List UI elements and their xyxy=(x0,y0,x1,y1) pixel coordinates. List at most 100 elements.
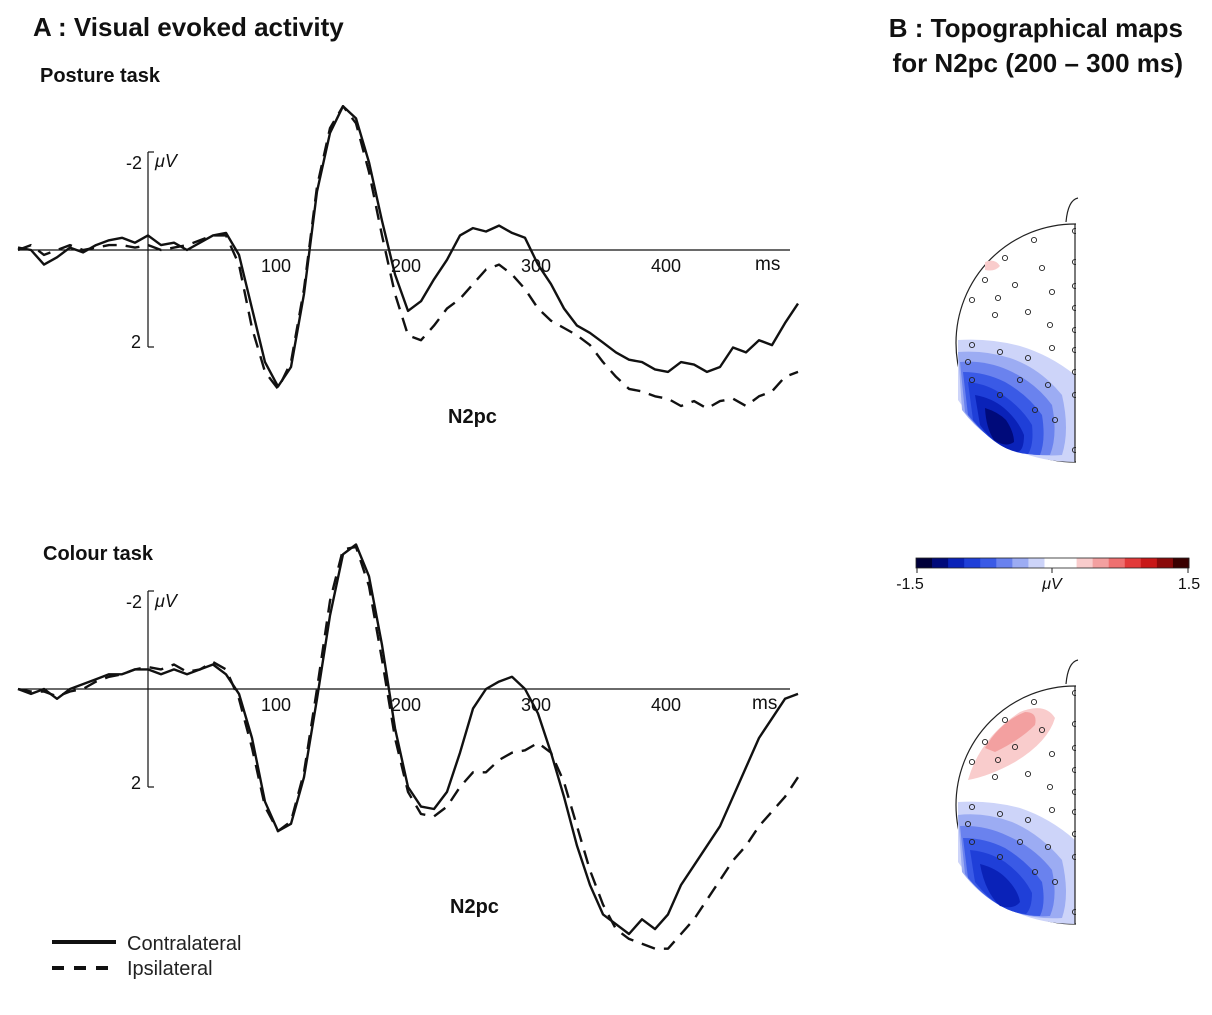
electrode-marker xyxy=(1031,406,1039,414)
legend-ipsilateral-label: Ipsilateral xyxy=(127,958,213,980)
posture-xtick-label-200: 200 xyxy=(391,256,421,276)
electrode-marker xyxy=(1030,236,1038,244)
colorbar-cell xyxy=(1060,558,1077,568)
colorbar-cells xyxy=(916,558,1190,568)
electrode-marker xyxy=(991,773,999,781)
electrode-marker xyxy=(1038,264,1046,272)
colorbar-cell xyxy=(1028,558,1045,568)
electrode-marker xyxy=(1051,878,1059,886)
electrode-marker xyxy=(991,311,999,319)
posture-series-contralateral-line xyxy=(17,105,799,388)
electrode-marker xyxy=(1011,281,1019,289)
electrode-marker xyxy=(1001,254,1009,262)
electrode-marker xyxy=(981,276,989,284)
electrode-marker xyxy=(968,341,976,349)
colorbar-cell xyxy=(1044,558,1061,568)
colour-series-ipsilateral-line xyxy=(17,545,800,950)
electrode-marker xyxy=(1016,376,1024,384)
colour-plot: Colour task -2 2 μV ms 100 200 300 400 N2pc xyxy=(17,543,800,950)
posture-plot: Posture task -2 2 μV ms 100 200 300 400 N2p… xyxy=(17,65,799,428)
posture-xtick-label-400: 400 xyxy=(651,256,681,276)
colorbar-max-label: 1.5 xyxy=(1178,576,1200,593)
colorbar-cell xyxy=(1012,558,1029,568)
colorbar-cell xyxy=(948,558,965,568)
colorbar-cell xyxy=(980,558,997,568)
topomap-colour xyxy=(955,659,1079,925)
colorbar-cell xyxy=(1108,558,1126,568)
colorbar-cell xyxy=(1172,558,1190,568)
electrode-marker xyxy=(968,296,976,304)
electrode-marker xyxy=(994,294,1002,302)
posture-xtick-labels: 100 200 300 400 xyxy=(261,256,681,276)
posture-series xyxy=(17,105,799,410)
colorbar-cell xyxy=(916,558,933,568)
colour-xtick-label-200: 200 xyxy=(391,695,421,715)
topomap-posture-nose xyxy=(1065,197,1079,223)
colorbar: -1.5 μV 1.5 xyxy=(896,557,1200,593)
electrode-marker xyxy=(968,838,976,846)
electrode-marker xyxy=(996,348,1004,356)
colour-xtick-labels: 100 200 300 400 xyxy=(261,695,681,715)
electrode-marker xyxy=(994,756,1002,764)
electrode-marker xyxy=(968,376,976,384)
posture-y-unit-label: μV xyxy=(154,151,179,171)
electrode-marker xyxy=(1024,308,1032,316)
electrode-marker xyxy=(1024,354,1032,362)
topomap-posture-negative-region xyxy=(958,339,1075,462)
colour-x-unit-label: ms xyxy=(752,693,777,714)
posture-x-unit-label: ms xyxy=(755,254,780,275)
colour-xtick-label-300: 300 xyxy=(521,695,551,715)
topomap-posture xyxy=(955,197,1079,463)
electrode-marker xyxy=(1046,321,1054,329)
panel-a-title: A : Visual evoked activity xyxy=(33,12,344,42)
electrode-marker xyxy=(1044,381,1052,389)
colorbar-cell xyxy=(1156,558,1174,568)
electrode-marker xyxy=(1011,743,1019,751)
colorbar-min-label: -1.5 xyxy=(896,576,924,593)
electrode-marker xyxy=(1048,288,1056,296)
colour-xtick-label-400: 400 xyxy=(651,695,681,715)
panel-b-title-line1: B : Topographical maps xyxy=(889,13,1183,43)
posture-ytick-label-pos: 2 xyxy=(131,332,141,352)
electrode-marker xyxy=(996,853,1004,861)
topomap-colour-nose xyxy=(1065,659,1079,685)
electrode-marker xyxy=(1048,806,1056,814)
legend-contralateral-label: Contralateral xyxy=(127,933,242,955)
topomap-colour-negative-region xyxy=(958,801,1075,924)
posture-ytick-label-neg: -2 xyxy=(126,153,142,173)
electrode-marker xyxy=(981,738,989,746)
colorbar-cell xyxy=(932,558,949,568)
electrode-marker xyxy=(1024,816,1032,824)
electrode-marker xyxy=(1016,838,1024,846)
electrode-marker xyxy=(1044,843,1052,851)
electrode-marker xyxy=(1048,750,1056,758)
colour-xtick-label-100: 100 xyxy=(261,695,291,715)
electrode-marker xyxy=(1030,698,1038,706)
colour-ytick-label-pos: 2 xyxy=(131,773,141,793)
colour-series xyxy=(17,543,800,950)
posture-xtick-label-100: 100 xyxy=(261,256,291,276)
colorbar-unit-label: μV xyxy=(1041,576,1063,593)
electrode-marker xyxy=(996,391,1004,399)
electrode-marker xyxy=(964,820,972,828)
colorbar-cell xyxy=(1076,558,1094,568)
topomap-posture-positive-region xyxy=(985,260,1000,271)
electrode-marker xyxy=(1031,868,1039,876)
colorbar-cell xyxy=(1140,558,1158,568)
topomap-colour-positive-region xyxy=(968,708,1055,780)
electrode-marker xyxy=(1024,770,1032,778)
legend: Contralateral Ipsilateral xyxy=(52,933,242,980)
electrode-marker xyxy=(1051,416,1059,424)
electrode-marker xyxy=(1001,716,1009,724)
colour-y-unit-label: μV xyxy=(154,591,179,611)
colour-task-title: Colour task xyxy=(43,543,154,565)
electrode-marker xyxy=(996,810,1004,818)
colour-n2pc-label: N2pc xyxy=(450,896,499,918)
electrode-marker xyxy=(1048,344,1056,352)
electrode-marker xyxy=(968,758,976,766)
posture-n2pc-label: N2pc xyxy=(448,406,497,428)
colorbar-cell xyxy=(964,558,981,568)
colorbar-cell xyxy=(996,558,1013,568)
colour-ytick-label-neg: -2 xyxy=(126,592,142,612)
